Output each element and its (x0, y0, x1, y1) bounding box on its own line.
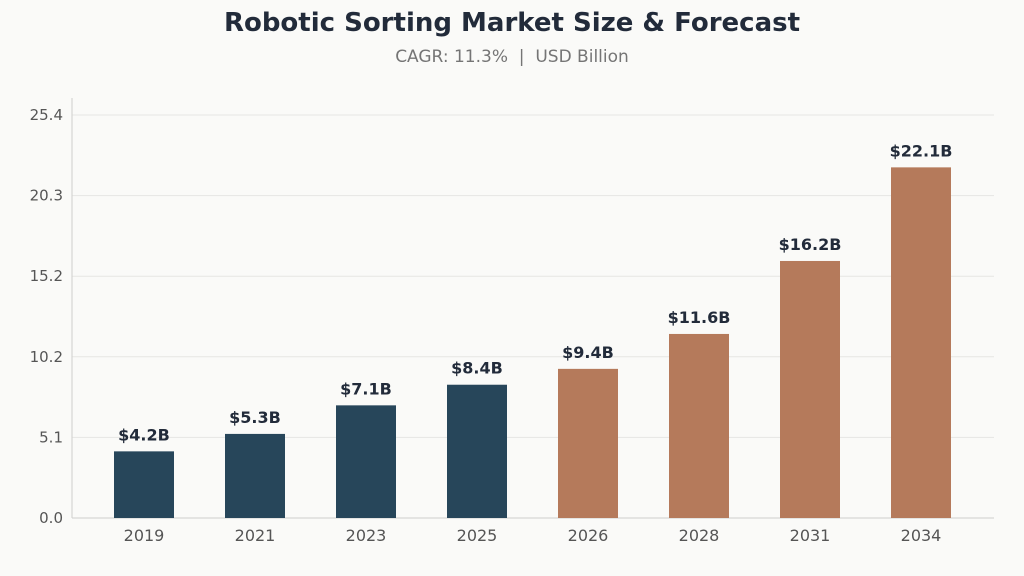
data-label: $16.2B (779, 235, 842, 254)
data-label: $9.4B (562, 343, 614, 362)
x-tick-label: 2031 (790, 526, 831, 545)
bar (558, 368, 618, 518)
data-label: $11.6B (668, 308, 731, 327)
bar (225, 433, 285, 518)
chart-title: Robotic Sorting Market Size & Forecast (223, 8, 801, 38)
bar (336, 405, 396, 518)
x-tick-label: 2028 (679, 526, 720, 545)
bar (891, 167, 951, 518)
x-tick-label: 2034 (901, 526, 942, 545)
y-tick-label: 20.3 (30, 187, 63, 205)
x-tick-label: 2021 (235, 526, 276, 545)
bar (114, 451, 174, 518)
y-tick-label: 0.0 (39, 509, 63, 527)
x-tick-label: 2019 (124, 526, 165, 545)
y-tick-label: 10.2 (30, 348, 63, 366)
data-label: $4.2B (118, 425, 170, 444)
x-tick-label: 2026 (568, 526, 609, 545)
bar (669, 333, 729, 518)
y-tick-label: 5.1 (39, 428, 63, 446)
y-tick-label: 15.2 (30, 267, 63, 285)
chart-subtitle: CAGR: 11.3% | USD Billion (395, 47, 629, 67)
data-label: $5.3B (229, 408, 281, 427)
x-tick-label: 2023 (346, 526, 387, 545)
data-label: $8.4B (451, 359, 503, 378)
x-tick-label: 2025 (457, 526, 498, 545)
bar (447, 384, 507, 518)
bar (780, 260, 840, 518)
data-label: $7.1B (340, 379, 392, 398)
y-tick-label: 25.4 (30, 106, 63, 124)
data-label: $22.1B (890, 141, 953, 160)
